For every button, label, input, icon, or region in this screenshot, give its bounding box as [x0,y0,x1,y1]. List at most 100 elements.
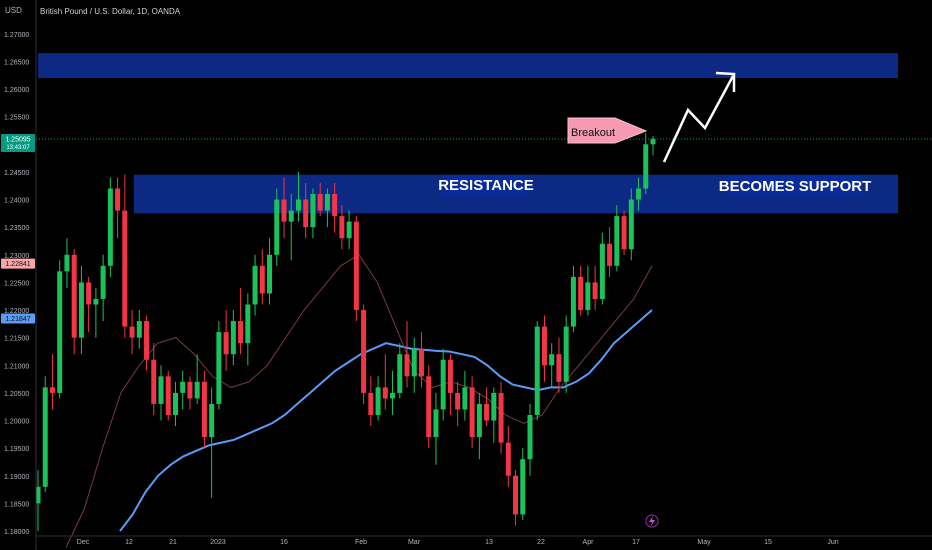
y-tick-label: 1.19000 [4,474,29,481]
candle-body [440,359,446,410]
candle-body [556,354,562,382]
time-axis[interactable]: Dec 12 21 2023 16 Feb Mar 13 22 Apr 17 May 15 Jun [36,535,932,546]
y-tick-label: 1.20000 [4,419,29,426]
candle-body [607,243,613,266]
candle [180,370,186,410]
candle-body [35,486,41,504]
candle [274,188,280,266]
candle-body [165,376,171,415]
candle-body [115,188,121,211]
candle [476,392,482,460]
candle [252,254,258,316]
x-tick-label: 12 [125,539,133,546]
candle-body [201,381,207,438]
event-icon-bolt [649,516,655,526]
candle-body [418,348,424,377]
projection-arrow-line [662,75,735,163]
x-tick-label: 21 [169,539,177,546]
event-lightning-icon[interactable] [645,514,659,528]
candle-body [650,138,656,145]
candle [107,177,113,277]
candle-body [375,387,381,415]
ema-fast-line [65,254,653,548]
x-tick-label: Apr [583,539,595,546]
candle [426,365,432,449]
candle-body [390,392,396,399]
candle [498,381,504,454]
candle [527,403,533,476]
candle [549,343,555,388]
candle [484,387,490,427]
candle-body [505,442,511,476]
y-tick-label: 1.22000 [4,308,29,315]
resistance-label: RESISTANCE [438,175,534,195]
candle-body [158,376,164,404]
x-tick-label: Mar [408,539,421,546]
x-tick-label: May [697,539,711,546]
candle [447,354,453,415]
y-tick-label: 1.18000 [4,529,29,536]
candle [238,287,244,355]
candle [245,293,251,366]
candles-layer [35,133,656,531]
candle-body [599,243,605,299]
candle [267,238,273,305]
target-zone [38,53,898,79]
candle [491,387,497,443]
candle-body [100,265,106,299]
breakout-callout-bg [567,117,648,144]
candle [317,182,323,217]
support-label-bg [728,176,862,196]
candle-body [303,199,309,228]
price-badge-bg [1,258,35,269]
price-badge-sub: 13:43:07 [6,145,30,151]
candle-body [513,475,519,515]
candle-body [151,359,157,404]
candle-body [78,282,84,338]
candle-body [520,459,526,515]
y-tick-label: 1.19500 [4,446,29,453]
x-tick-label: 2023 [210,539,226,546]
candle [187,376,193,410]
price-axis[interactable]: 1.18000 1.18500 1.19000 1.19500 1.20000 1.205… [1,0,37,550]
candle-body [541,326,547,366]
candle [346,210,352,250]
candle [295,171,301,222]
candle [636,177,642,211]
candle-body [469,387,475,438]
candle-body [534,326,540,415]
candle-body [570,276,576,327]
y-tick-label: 1.26000 [4,87,29,94]
candle-body [107,188,113,266]
y-tick-label: 1.23000 [4,253,29,260]
candle [361,304,367,404]
candle-body [172,392,178,415]
candle [390,370,396,415]
price-badge-bg [1,313,35,324]
candle [78,265,84,355]
resistance-label-bg [443,175,529,195]
candle [520,448,526,520]
candle-body [411,348,417,377]
candle-body [578,276,584,311]
candle-body [281,199,287,222]
candle-body [462,387,468,410]
candle [599,232,605,305]
y-tick-label: 1.21000 [4,363,29,370]
event-icon-ring [645,514,659,528]
y-tick-label: 1.23500 [4,225,29,232]
candle-body [274,199,280,255]
y-tick-label: 1.21500 [4,336,29,343]
candle-body [194,381,200,399]
candle [397,343,403,399]
currency-label: USD [5,6,22,15]
support-label-text: BECOMES SUPPORT [719,178,872,195]
price-badge-value: 1.21847 [5,316,30,323]
candle-body [310,194,316,228]
candle-body [71,254,77,338]
candle-body [585,282,591,311]
candle [209,387,215,498]
candle-body [339,216,345,239]
candle-body [368,392,374,415]
